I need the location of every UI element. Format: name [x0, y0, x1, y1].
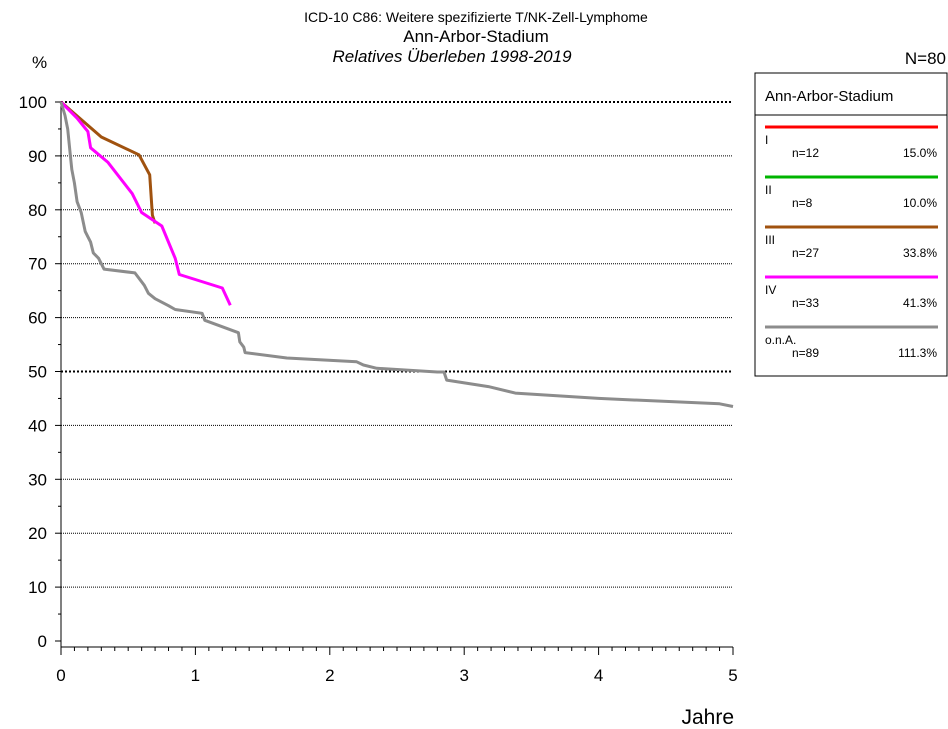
x-tick-label-0: 0 — [56, 666, 65, 685]
legend-count-i: n=12 — [792, 146, 819, 160]
y-tick-label-40: 40 — [28, 416, 47, 435]
y-tick-label-70: 70 — [28, 255, 47, 274]
legend-frame — [754, 72, 948, 377]
x-tick-label-5: 5 — [728, 666, 737, 685]
legend-name-iv: IV — [765, 283, 776, 297]
legend-items: In=12 15.0% II n=8 10.0% III n=27 33.8% IV n=33 41… — [765, 125, 938, 360]
legend: Ann-Arbor-Stadium In=12 15.0% II n=8 10.0% II… — [754, 72, 948, 377]
y-tick-label-100: 100 — [19, 93, 47, 112]
legend-name-ii: II — [765, 183, 772, 197]
legend-pct-iii: 33.8% — [903, 246, 937, 260]
legend-pct-iv: 41.3% — [903, 296, 937, 310]
axes: 0 10 20 30 40 50 60 70 80 90 100 0 1 2 3 4 5 — [19, 93, 738, 685]
legend-count-iii: n=27 — [792, 246, 819, 260]
y-tick-label-60: 60 — [28, 309, 47, 328]
legend-name-ona: o.n.A. — [765, 333, 796, 347]
legend-pct-ona: 111.3% — [898, 346, 937, 360]
legend-count-ona: n=89 — [792, 346, 819, 360]
x-tick-label-1: 1 — [191, 666, 200, 685]
y-tick-label-30: 30 — [28, 470, 47, 489]
legend-count-ii: n=8 — [792, 196, 813, 210]
gridlines — [61, 101, 733, 588]
legend-title: Ann-Arbor-Stadium — [765, 88, 893, 105]
legend-count-iv: n=33 — [792, 296, 819, 310]
chart-title-line2: Ann-Arbor-Stadium — [403, 27, 549, 46]
legend-name-iii: III — [765, 233, 775, 247]
y-unit-label: % — [32, 53, 47, 72]
y-tick-label-80: 80 — [28, 201, 47, 220]
legend-pct-ii: 10.0% — [903, 196, 937, 210]
chart-subtitle: Relatives Überleben 1998-2019 — [332, 47, 572, 66]
series-lines — [59, 100, 734, 408]
legend-name-i: I — [765, 133, 768, 147]
legend-pct-i: 15.0% — [903, 146, 937, 160]
y-tick-label-50: 50 — [28, 363, 47, 382]
y-tick-label-0: 0 — [38, 632, 47, 651]
x-tick-label-3: 3 — [459, 666, 468, 685]
series-line-iv — [59, 100, 232, 306]
y-tick-label-90: 90 — [28, 147, 47, 166]
x-axis-label: Jahre — [681, 706, 734, 729]
chart-title-line1: ICD-10 C86: Weitere spezifizierte T/NK-Z… — [304, 9, 648, 25]
x-tick-label-4: 4 — [594, 666, 603, 685]
total-count: N=80 — [905, 49, 946, 68]
series-line-ona — [59, 101, 734, 408]
y-tick-label-10: 10 — [28, 578, 47, 597]
y-tick-label-20: 20 — [28, 524, 47, 543]
series-line-iii — [60, 100, 157, 224]
x-tick-label-2: 2 — [325, 666, 334, 685]
